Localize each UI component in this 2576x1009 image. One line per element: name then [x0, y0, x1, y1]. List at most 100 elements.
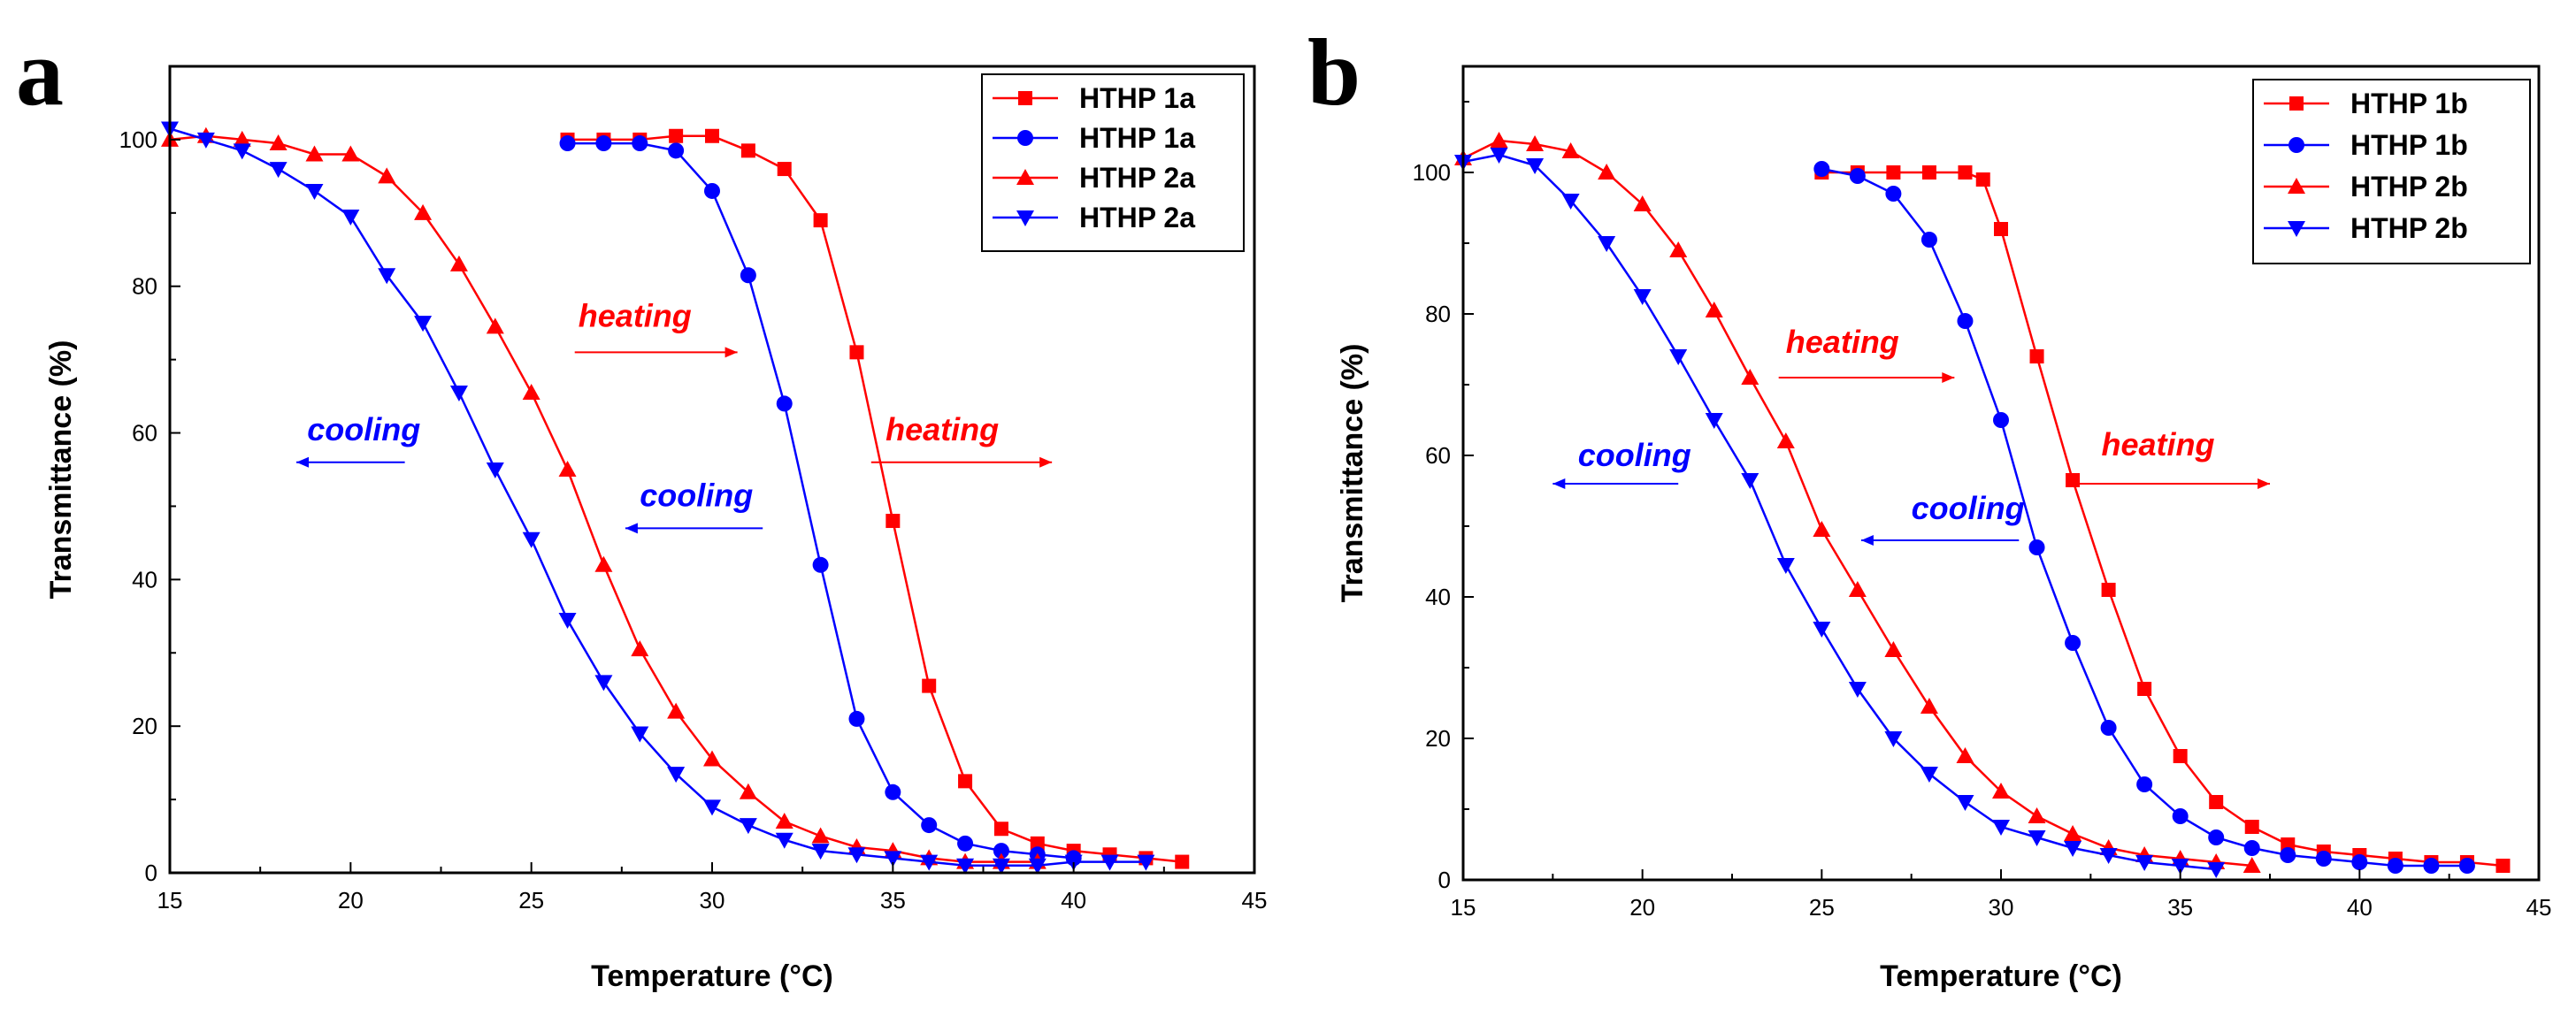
legend: HTHP 1b HTHP 1b HTHP 2b HTHP 2b	[2252, 79, 2531, 264]
annotation-cooling: cooling	[625, 477, 763, 534]
x-tick-label: 35	[880, 887, 906, 913]
data-point	[1975, 172, 1990, 187]
legend-marker	[2288, 178, 2305, 194]
data-point	[957, 835, 974, 852]
data-point	[922, 678, 937, 693]
legend-entry: HTHP 1b	[2264, 88, 2468, 119]
data-point	[558, 461, 577, 477]
x-tick-label: 20	[1629, 894, 1655, 921]
data-point	[884, 851, 902, 868]
legend-entry: HTHP 1a	[993, 82, 1195, 114]
data-point	[1994, 222, 2008, 236]
data-point	[885, 784, 901, 800]
data-point	[2173, 749, 2188, 763]
x-tick-label: 30	[1989, 894, 2014, 921]
legend-label: HTHP 1a	[1079, 122, 1195, 154]
data-point	[1957, 313, 1974, 329]
data-point	[956, 858, 975, 875]
data-point	[1886, 165, 1901, 180]
data-point	[1813, 622, 1831, 638]
data-point	[341, 209, 360, 225]
data-point	[1526, 158, 1545, 174]
data-point	[1030, 836, 1045, 851]
annotation-label: heating	[886, 411, 999, 447]
data-point	[849, 345, 864, 360]
y-tick-label: 40	[132, 566, 157, 592]
x-tick-label: 40	[1061, 887, 1086, 913]
data-point	[1884, 731, 1903, 747]
y-axis-title: Transmittance (%)	[1336, 344, 1369, 603]
x-tick-label: 15	[1451, 894, 1476, 921]
arrow-head	[724, 347, 738, 358]
data-point	[486, 317, 504, 334]
data-point	[2458, 858, 2475, 874]
data-point	[269, 134, 288, 151]
series-cooling-circle	[559, 135, 1082, 867]
data-point	[414, 203, 433, 220]
data-point	[1175, 854, 1190, 869]
data-point	[1598, 236, 1616, 252]
data-point	[1028, 858, 1046, 875]
data-point	[2351, 854, 2368, 870]
data-point	[2100, 720, 2117, 736]
data-point	[1920, 232, 1937, 248]
arrow-head	[296, 456, 310, 468]
arrow-head	[2258, 478, 2270, 489]
data-point	[414, 316, 433, 333]
data-point	[2387, 858, 2404, 874]
x-tick-label: 35	[2167, 894, 2193, 921]
annotation-heating: heating	[2073, 426, 2270, 489]
data-point	[667, 702, 686, 719]
data-point	[1705, 413, 1723, 429]
x-tick-label: 45	[2526, 894, 2552, 921]
data-point	[811, 827, 830, 844]
annotation-label: heating	[1786, 324, 1899, 360]
data-point	[631, 726, 649, 743]
data-point	[2064, 825, 2082, 841]
data-point	[1921, 165, 1936, 180]
data-point	[1956, 795, 1974, 811]
annotation-label: heating	[579, 297, 692, 333]
legend-label: HTHP 2b	[2350, 171, 2468, 203]
data-point	[2028, 539, 2045, 555]
data-point	[1848, 581, 1867, 597]
data-point	[1669, 349, 1688, 365]
legend-marker	[1018, 91, 1032, 105]
legend-entry: HTHP 1b	[2264, 129, 2468, 161]
data-point	[1813, 161, 1830, 177]
legend-marker	[2288, 137, 2304, 153]
data-point	[2423, 858, 2440, 874]
data-point	[632, 135, 648, 152]
arrow-head	[1860, 535, 1874, 546]
arrow-head	[1039, 456, 1053, 468]
data-point	[777, 162, 792, 177]
annotation-cooling: cooling	[1552, 437, 1691, 489]
data-point	[775, 812, 794, 829]
data-point	[2064, 841, 2082, 857]
data-point	[2065, 635, 2082, 651]
data-point	[269, 162, 288, 179]
data-point	[812, 556, 829, 573]
data-point	[2315, 851, 2332, 867]
x-tick-label: 25	[518, 887, 544, 913]
data-point	[1490, 132, 1508, 148]
data-point	[595, 135, 612, 152]
y-tick-label: 60	[132, 420, 157, 447]
data-point	[1705, 302, 1723, 317]
data-point	[2496, 859, 2511, 873]
annotation-label: heating	[2101, 426, 2214, 462]
series-heating-triangle-up	[1454, 132, 2261, 873]
data-point	[1561, 194, 1580, 210]
annotation-cooling: cooling	[296, 411, 420, 468]
annotation-label: cooling	[1912, 490, 2025, 526]
data-point	[847, 847, 866, 864]
annotation-heating: heating	[1778, 324, 1955, 383]
data-point	[1885, 186, 1902, 202]
data-point	[848, 710, 865, 727]
legend-label: HTHP 2b	[2350, 212, 2468, 244]
annotation-label: cooling	[640, 477, 753, 513]
legend-entry: HTHP 2b	[2264, 212, 2468, 244]
data-point	[1669, 241, 1688, 257]
data-point	[1776, 558, 1795, 574]
y-tick-label: 100	[1413, 159, 1451, 186]
